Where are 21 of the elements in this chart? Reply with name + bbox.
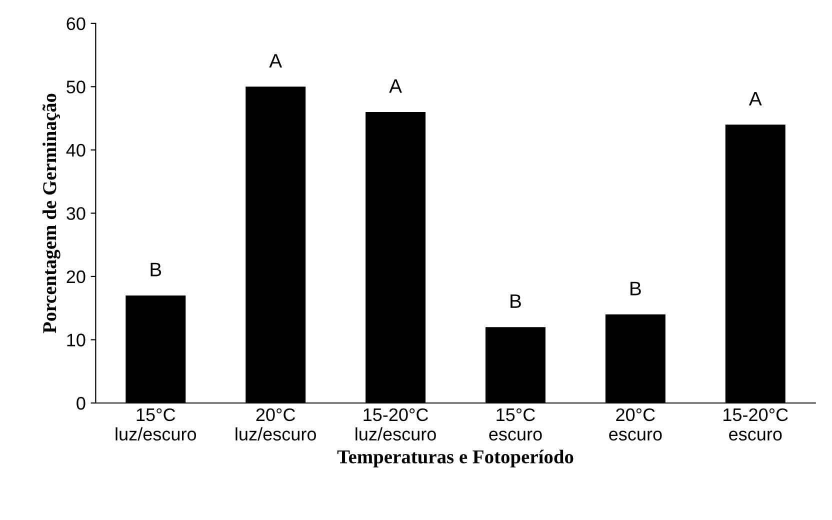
annotation: A bbox=[748, 92, 762, 106]
y-tick-label: 50 bbox=[66, 80, 86, 94]
x-tick-label: 15°C escuro bbox=[489, 408, 542, 441]
y-tick-label: 0 bbox=[76, 396, 86, 410]
x-tick-label: 15-20°C luz/escuro bbox=[356, 408, 436, 441]
y-tick-label: 30 bbox=[66, 207, 86, 220]
x-tick-label: 15°C luz/escuro bbox=[116, 408, 196, 441]
y-tick-label: 60 bbox=[66, 17, 86, 30]
y-tick-label: 10 bbox=[67, 334, 86, 346]
annotation: A bbox=[269, 54, 282, 68]
y-tick-label: 20 bbox=[66, 270, 86, 284]
x-tick-label: 20°C escuro bbox=[609, 408, 662, 441]
annotation: B bbox=[630, 282, 641, 296]
x-tick-label: 15-20°C escuro bbox=[724, 408, 788, 441]
y-tick-label: 40 bbox=[66, 144, 86, 157]
y-axis-title: Porcentagem de Germinação bbox=[42, 94, 60, 334]
annotation: B bbox=[150, 262, 162, 276]
x-axis-title: Temperaturas e Fotoperíodo bbox=[337, 450, 574, 468]
annotation: A bbox=[389, 79, 402, 93]
annotation: B bbox=[510, 294, 521, 308]
x-tick-label: 20°C luz/escuro bbox=[236, 408, 316, 441]
